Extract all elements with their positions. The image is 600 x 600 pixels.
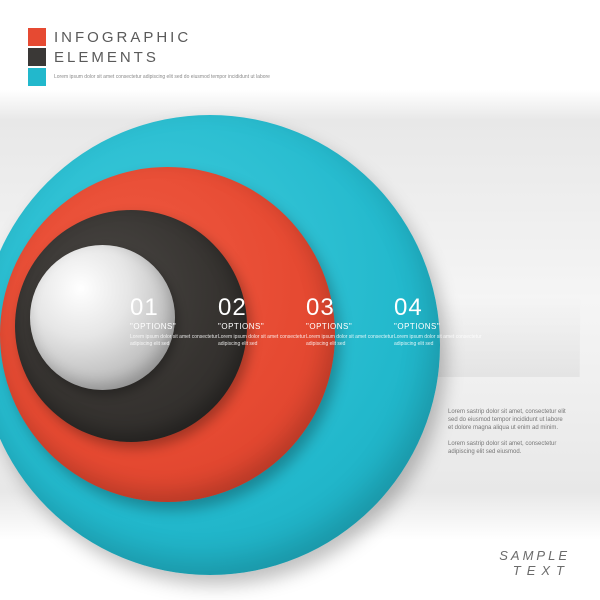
step-02-label: "OPTIONS" [218,322,306,331]
step-03-number: 03 [306,296,394,320]
swatch-dark [28,48,46,66]
footer-line-2: TEXT [499,563,570,578]
step-03-label: "OPTIONS" [306,322,394,331]
header: INFOGRAPHIC ELEMENTS Lorem ipsum dolor s… [28,28,270,88]
step-04-label: "OPTIONS" [394,322,482,331]
header-row-3: Lorem ipsum dolor sit amet consectetur a… [28,68,270,86]
step-03: 03 "OPTIONS" Lorem ipsum dolor sit amet … [306,296,394,347]
ring-stage [0,115,460,595]
body-copy: Lorem sastrip dolor sit amet, consectetu… [448,408,568,464]
step-02-number: 02 [218,296,306,320]
steps-row: 01 "OPTIONS" Lorem ipsum dolor sit amet … [130,296,482,347]
step-04-blurb: Lorem ipsum dolor sit amet consectetur a… [394,334,482,347]
body-paragraph-2: Lorem sastrip dolor sit amet, consectetu… [448,440,568,456]
swatch-red [28,28,46,46]
step-01-blurb: Lorem ipsum dolor sit amet consectetur a… [130,334,218,347]
step-04: 04 "OPTIONS" Lorem ipsum dolor sit amet … [394,296,482,347]
body-paragraph-1: Lorem sastrip dolor sit amet, consectetu… [448,408,568,432]
step-01-number: 01 [130,296,218,320]
step-04-number: 04 [394,296,482,320]
step-03-blurb: Lorem ipsum dolor sit amet consectetur a… [306,334,394,347]
header-row-1: INFOGRAPHIC [28,28,270,46]
step-01-label: "OPTIONS" [130,322,218,331]
step-01: 01 "OPTIONS" Lorem ipsum dolor sit amet … [130,296,218,347]
footer-line-1: SAMPLE [499,548,570,563]
header-row-2: ELEMENTS [28,48,270,66]
swatch-teal [28,68,46,86]
step-02: 02 "OPTIONS" Lorem ipsum dolor sit amet … [218,296,306,347]
header-subtitle: ELEMENTS [54,49,159,66]
header-title: INFOGRAPHIC [54,29,191,46]
footer-sample-text: SAMPLE TEXT [499,548,570,578]
header-tiny-text: Lorem ipsum dolor sit amet consectetur a… [54,74,270,81]
step-02-blurb: Lorem ipsum dolor sit amet consectetur a… [218,334,306,347]
